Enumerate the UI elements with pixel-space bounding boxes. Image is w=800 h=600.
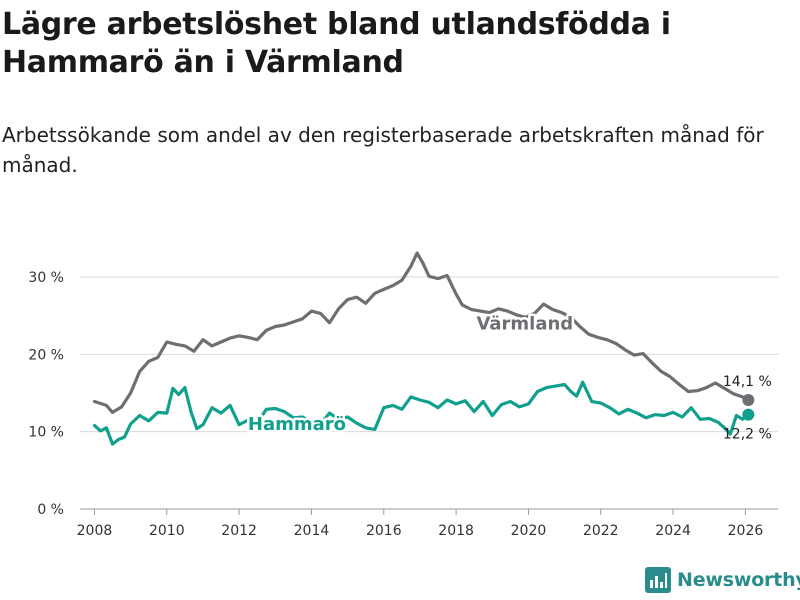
x-tick-label: 2014 bbox=[294, 523, 330, 539]
x-tick-label: 2010 bbox=[149, 523, 185, 539]
series-end-label: 12,2 % bbox=[723, 427, 772, 443]
x-tick-label: 2016 bbox=[366, 523, 402, 539]
y-tick-label: 0 % bbox=[37, 502, 64, 518]
y-tick-label: 20 % bbox=[28, 347, 64, 363]
series-line-vrmland bbox=[92, 251, 750, 414]
x-tick-label: 2012 bbox=[221, 523, 257, 539]
series-end-marker bbox=[742, 393, 755, 406]
x-tick-label: 2018 bbox=[438, 523, 474, 539]
y-tick-label: 10 % bbox=[28, 425, 64, 441]
series-lines bbox=[92, 251, 755, 446]
newsworthy-chart-icon bbox=[645, 567, 671, 593]
y-tick-label: 30 % bbox=[28, 270, 64, 286]
chart-subtitle: Arbetssökande som andel av den registerb… bbox=[2, 123, 764, 177]
series-line-hammar bbox=[92, 380, 750, 446]
x-tick-label: 2008 bbox=[77, 523, 113, 539]
chart-title: Lägre arbetslöshet bland utlandsfödda i … bbox=[2, 7, 671, 80]
x-tick-label: 2022 bbox=[583, 523, 619, 539]
series-name-label: Hammarö bbox=[248, 414, 346, 435]
series-end-marker bbox=[742, 408, 755, 421]
x-tick-label: 2026 bbox=[728, 523, 764, 539]
x-tick-label: 2020 bbox=[511, 523, 547, 539]
series-name-label: Värmland bbox=[476, 313, 573, 334]
axes: 0 % 10 % 20 % 30 % 2008 2010 2012 2014 2016 2018 2… bbox=[28, 270, 763, 539]
newsworthy-logo: Newsworthy bbox=[645, 567, 800, 593]
x-tick-label: 2024 bbox=[655, 523, 691, 539]
series-end-label: 14,1 % bbox=[723, 374, 772, 390]
brand-name: Newsworthy bbox=[677, 569, 800, 591]
series-labels: 14,1 % 12,2 % Värmland Hammarö bbox=[245, 311, 772, 443]
